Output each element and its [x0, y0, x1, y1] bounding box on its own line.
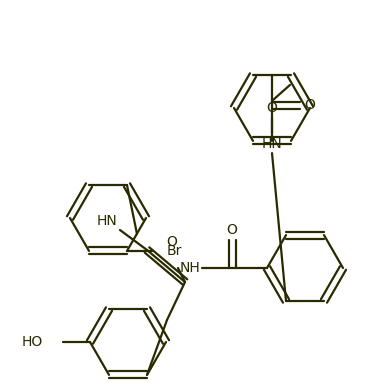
Text: HN: HN [97, 214, 117, 228]
Text: HO: HO [22, 335, 43, 349]
Text: O: O [227, 223, 237, 237]
Text: Br: Br [167, 244, 182, 258]
Text: NH: NH [179, 261, 200, 275]
Text: O: O [304, 98, 315, 112]
Text: O: O [267, 101, 277, 115]
Text: O: O [166, 235, 178, 249]
Text: HN: HN [262, 137, 282, 151]
